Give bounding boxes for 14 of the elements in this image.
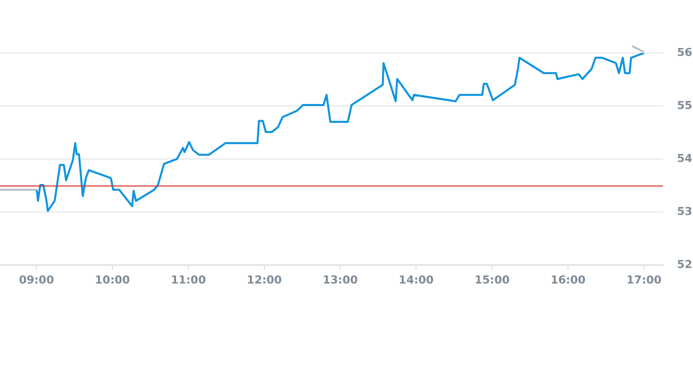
y-tick-label: 53 (677, 204, 692, 218)
x-tick-label: 15:00 (474, 273, 510, 286)
x-tick-label: 14:00 (398, 273, 434, 286)
x-tick-label: 13:00 (322, 273, 358, 286)
y-tick-label: 55 (677, 98, 692, 112)
y-tick-label: 52 (677, 258, 692, 271)
x-tick-label: 16:00 (550, 273, 586, 286)
x-tick-label: 12:00 (246, 273, 282, 286)
y-tick-label: 54 (677, 152, 693, 165)
x-tick-label: 10:00 (94, 273, 130, 286)
x-tick-label: 09:00 (18, 273, 54, 286)
x-tick-label: 11:00 (170, 273, 206, 286)
x-tick-label: 17:00 (626, 273, 662, 286)
y-tick-label: 56 (677, 46, 693, 59)
